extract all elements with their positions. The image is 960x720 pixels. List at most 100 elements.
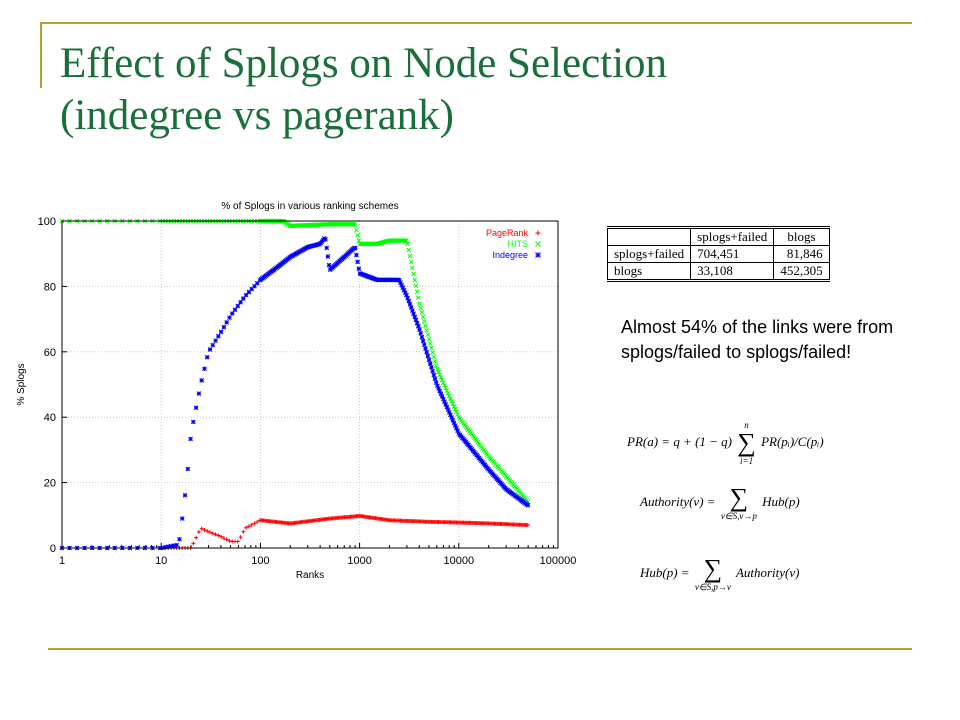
data-point [433, 380, 439, 385]
data-point [407, 253, 413, 259]
data-point [213, 532, 218, 537]
data-point [246, 289, 252, 295]
data-point [182, 492, 188, 498]
data-point [431, 354, 437, 360]
data-point [454, 425, 459, 431]
table-col-header: blogs [773, 226, 830, 246]
bottom-accent-line [48, 648, 912, 650]
data-point [435, 383, 440, 389]
data-point [455, 412, 460, 417]
table-corner [606, 226, 691, 246]
data-point [224, 537, 229, 542]
data-point [405, 241, 410, 247]
data-point [355, 259, 360, 265]
plot-frame [61, 220, 559, 549]
data-point [426, 357, 432, 363]
data-point [439, 394, 445, 399]
data-point [446, 409, 452, 415]
table-col-header: splogs+failed [690, 226, 774, 246]
data-point [196, 530, 201, 535]
data-point [171, 543, 177, 548]
table-row-label: blogs [606, 262, 691, 282]
data-point [210, 531, 215, 536]
data-point [423, 323, 428, 329]
data-point [177, 536, 182, 542]
sum-lower-bound: v∈S,v→p [720, 511, 757, 521]
legend-label: Indegree [492, 250, 528, 260]
data-point [399, 282, 405, 288]
data-point [442, 399, 447, 405]
data-point [210, 342, 216, 348]
data-point [450, 417, 456, 423]
data-point [430, 368, 435, 374]
data-point [325, 254, 331, 259]
data-point [235, 539, 240, 544]
data-point [413, 317, 419, 323]
data-point [448, 412, 453, 418]
data-point [165, 544, 171, 550]
data-point [424, 327, 430, 333]
data-point [196, 391, 202, 396]
data-point [326, 262, 332, 268]
legend-marker [535, 230, 541, 236]
data-point [213, 338, 218, 344]
data-point [185, 466, 191, 472]
data-point [451, 420, 457, 426]
sum-symbol: ∑ v∈S,v→p [720, 483, 757, 522]
legend-label: PageRank [486, 228, 529, 238]
data-point [423, 346, 428, 351]
data-point [427, 341, 433, 346]
sum-lower-bound: v∈S,p→v [694, 582, 731, 592]
x-tick-label: 1000 [347, 555, 371, 567]
data-point [449, 398, 455, 404]
table-cell: 452,305 [773, 262, 830, 282]
sum-symbol: ∑ v∈S,p→v [694, 554, 731, 593]
data-point [430, 350, 435, 355]
data-point [221, 536, 226, 541]
slide-title: Effect of Splogs on Node Selection (inde… [60, 38, 920, 142]
data-point [425, 332, 431, 338]
data-point [221, 324, 227, 330]
x-tick-label: 100 [251, 555, 269, 567]
x-tick-label: 1 [59, 555, 65, 567]
data-point [429, 365, 434, 370]
data-point [227, 538, 232, 543]
data-point [208, 530, 213, 535]
hub-rhs: Authority(v) [735, 564, 800, 580]
data-point [407, 301, 413, 307]
data-point [352, 245, 358, 251]
data-point [448, 396, 453, 401]
data-point [427, 361, 433, 366]
data-point [418, 330, 424, 336]
data-point [194, 535, 199, 540]
x-tick-label: 10000 [444, 555, 475, 567]
data-point [431, 372, 437, 378]
data-point [243, 292, 249, 298]
data-point [445, 407, 451, 413]
authority-rhs: Hub(p) [762, 493, 800, 509]
data-point [356, 238, 362, 243]
data-point [249, 286, 255, 292]
pagerank-formula: PR(a) = q + (1 − q) n ∑ i=1 PR(pᵢ)/C(pᵢ) [627, 420, 824, 466]
data-point [436, 386, 441, 391]
data-point [191, 541, 196, 546]
data-point [215, 333, 221, 339]
table-row-label: splogs+failed [606, 245, 691, 263]
chart-ticks: 1 10 100 1000 10000 100000 0 20 40 60 80 100 [38, 216, 577, 567]
data-point [249, 522, 254, 527]
authority-lhs: Authority(v) = [640, 493, 716, 509]
pagerank-rhs: PR(pᵢ)/C(pᵢ) [761, 433, 824, 449]
data-point [174, 542, 180, 548]
data-point [354, 227, 359, 233]
sum-symbol: n ∑ i=1 [737, 420, 756, 466]
data-point [235, 303, 241, 309]
legend-marker [535, 241, 541, 247]
y-tick-label: 0 [50, 543, 56, 555]
data-point [404, 292, 409, 298]
top-accent-line [40, 22, 912, 24]
hub-lhs: Hub(p) = [640, 564, 690, 580]
data-point [415, 295, 421, 301]
data-point [425, 353, 431, 359]
chart-series [59, 218, 531, 551]
data-point [435, 367, 440, 372]
